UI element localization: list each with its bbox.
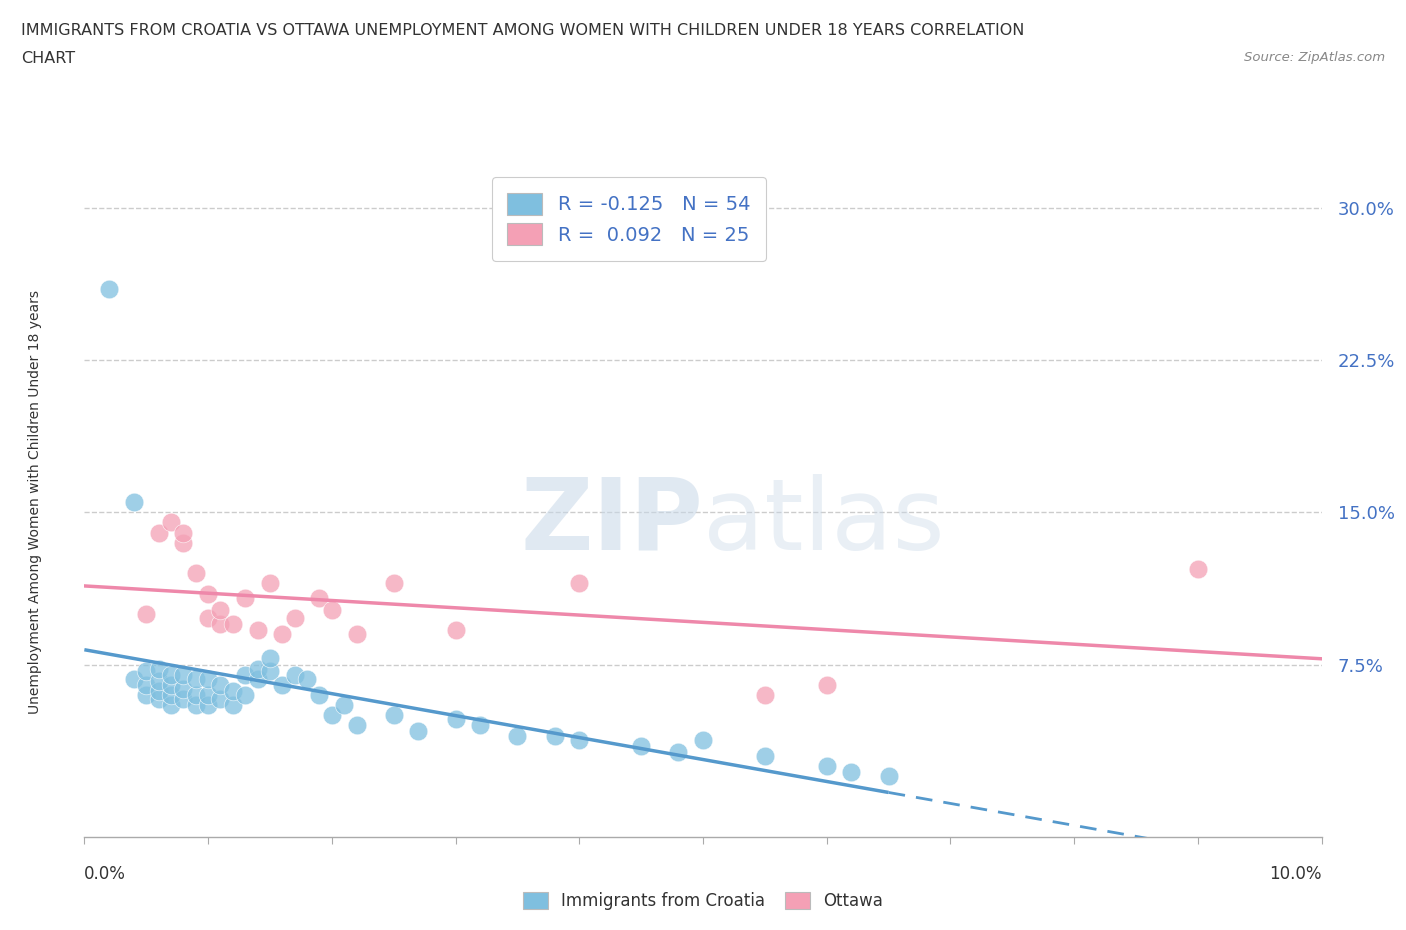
Point xyxy=(271,677,294,692)
Point xyxy=(184,671,207,686)
Point xyxy=(148,692,170,707)
Point xyxy=(172,525,194,540)
Point xyxy=(259,651,281,666)
Point xyxy=(815,759,838,774)
Point xyxy=(346,718,368,733)
Point xyxy=(98,282,121,297)
Point xyxy=(333,698,356,712)
Text: atlas: atlas xyxy=(703,473,945,571)
Point xyxy=(233,687,256,702)
Point xyxy=(630,738,652,753)
Point xyxy=(222,698,245,712)
Point xyxy=(197,698,219,712)
Point xyxy=(382,708,405,723)
Point xyxy=(246,661,269,676)
Point xyxy=(308,591,330,605)
Text: Source: ZipAtlas.com: Source: ZipAtlas.com xyxy=(1244,51,1385,64)
Point xyxy=(122,495,145,510)
Point xyxy=(135,663,157,678)
Point xyxy=(1187,562,1209,577)
Point xyxy=(135,687,157,702)
Point xyxy=(308,687,330,702)
Point xyxy=(148,684,170,698)
Point xyxy=(222,684,245,698)
Point xyxy=(184,698,207,712)
Point xyxy=(197,586,219,601)
Point xyxy=(160,515,183,530)
Text: Unemployment Among Women with Children Under 18 years: Unemployment Among Women with Children U… xyxy=(28,290,42,714)
Point xyxy=(246,622,269,637)
Point xyxy=(233,591,256,605)
Point xyxy=(321,603,343,618)
Point xyxy=(470,718,492,733)
Point xyxy=(209,692,232,707)
Point xyxy=(284,667,307,682)
Point xyxy=(815,677,838,692)
Text: CHART: CHART xyxy=(21,51,75,66)
Point xyxy=(754,749,776,764)
Point xyxy=(148,673,170,688)
Text: 0.0%: 0.0% xyxy=(84,865,127,883)
Point xyxy=(160,677,183,692)
Point xyxy=(197,671,219,686)
Point xyxy=(568,576,591,591)
Point xyxy=(172,536,194,551)
Point xyxy=(197,687,219,702)
Text: ZIP: ZIP xyxy=(520,473,703,571)
Point xyxy=(135,677,157,692)
Point xyxy=(666,744,689,759)
Text: 10.0%: 10.0% xyxy=(1270,865,1322,883)
Point xyxy=(246,671,269,686)
Point xyxy=(160,687,183,702)
Point xyxy=(444,711,467,726)
Point xyxy=(321,708,343,723)
Point xyxy=(122,671,145,686)
Point xyxy=(382,576,405,591)
Point xyxy=(259,576,281,591)
Point xyxy=(346,627,368,642)
Point xyxy=(284,610,307,625)
Point xyxy=(543,728,565,743)
Point xyxy=(271,627,294,642)
Point xyxy=(209,617,232,631)
Point xyxy=(184,565,207,580)
Point xyxy=(692,732,714,747)
Point xyxy=(222,617,245,631)
Point xyxy=(172,682,194,697)
Point xyxy=(295,671,318,686)
Point xyxy=(506,728,529,743)
Point xyxy=(184,687,207,702)
Text: IMMIGRANTS FROM CROATIA VS OTTAWA UNEMPLOYMENT AMONG WOMEN WITH CHILDREN UNDER 1: IMMIGRANTS FROM CROATIA VS OTTAWA UNEMPL… xyxy=(21,23,1025,38)
Point xyxy=(754,687,776,702)
Point xyxy=(233,667,256,682)
Point xyxy=(444,622,467,637)
Point xyxy=(148,661,170,676)
Point xyxy=(160,698,183,712)
Legend: R = -0.125   N = 54, R =  0.092   N = 25: R = -0.125 N = 54, R = 0.092 N = 25 xyxy=(492,177,766,261)
Point xyxy=(148,525,170,540)
Point xyxy=(172,692,194,707)
Point xyxy=(172,667,194,682)
Point xyxy=(209,677,232,692)
Legend: Immigrants from Croatia, Ottawa: Immigrants from Croatia, Ottawa xyxy=(516,885,890,917)
Point xyxy=(160,667,183,682)
Point xyxy=(135,606,157,621)
Point xyxy=(841,764,863,779)
Point xyxy=(259,663,281,678)
Point xyxy=(568,732,591,747)
Point xyxy=(197,610,219,625)
Point xyxy=(209,603,232,618)
Point xyxy=(408,724,430,739)
Point xyxy=(877,769,900,784)
